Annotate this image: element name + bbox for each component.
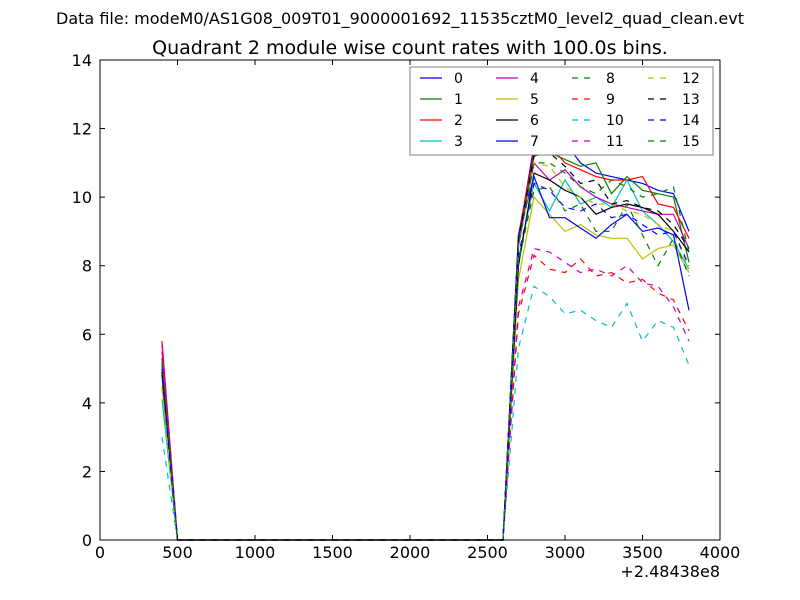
series-line-3 bbox=[161, 178, 690, 541]
series-line-13 bbox=[161, 151, 690, 541]
series-line-14 bbox=[161, 182, 690, 541]
series-line-8 bbox=[161, 186, 690, 541]
series-line-15 bbox=[161, 162, 690, 541]
y-tick-label: 10 bbox=[72, 188, 92, 207]
series-line-9 bbox=[161, 254, 690, 541]
series-line-5 bbox=[161, 195, 690, 541]
legend-label-9: 9 bbox=[606, 92, 615, 108]
legend-label-10: 10 bbox=[606, 113, 624, 129]
series-line-4 bbox=[161, 161, 690, 541]
y-tick-label: 6 bbox=[82, 325, 92, 344]
legend-label-6: 6 bbox=[530, 113, 539, 129]
suptitle: Data file: modeM0/AS1G08_009T01_90000016… bbox=[56, 9, 744, 29]
x-tick-label: 4000 bbox=[700, 543, 741, 562]
y-tick-label: 4 bbox=[82, 394, 92, 413]
x-tick-label: 3000 bbox=[545, 543, 586, 562]
y-tick-label: 2 bbox=[82, 462, 92, 481]
series-line-11 bbox=[161, 247, 690, 541]
x-tick-label: 1000 bbox=[235, 543, 276, 562]
series-layer bbox=[161, 127, 690, 541]
legend-label-0: 0 bbox=[454, 71, 463, 87]
y-tick-label: 12 bbox=[72, 120, 92, 139]
legend-label-12: 12 bbox=[682, 71, 700, 87]
legend-label-15: 15 bbox=[682, 134, 700, 150]
series-line-1 bbox=[161, 151, 690, 541]
series-line-7 bbox=[161, 174, 690, 541]
legend-label-5: 5 bbox=[530, 92, 539, 108]
series-line-6 bbox=[161, 172, 690, 541]
legend-label-3: 3 bbox=[454, 134, 463, 150]
series-line-12 bbox=[161, 162, 690, 541]
x-offset-label: +2.48438e8 bbox=[620, 562, 720, 581]
legend-label-1: 1 bbox=[454, 92, 463, 108]
y-tick-label: 14 bbox=[72, 51, 92, 70]
x-tick-label: 2500 bbox=[467, 543, 508, 562]
x-tick-label: 3500 bbox=[622, 543, 663, 562]
axis-ticks: 0 500 1000 1500 2000 2500 3000 3500 400002468101… bbox=[72, 51, 741, 562]
chart-title: Quadrant 2 module wise count rates with … bbox=[152, 37, 668, 59]
x-tick-label: 2000 bbox=[390, 543, 431, 562]
legend-label-13: 13 bbox=[682, 92, 700, 108]
x-tick-label: 0 bbox=[95, 543, 105, 562]
legend-label-8: 8 bbox=[606, 71, 615, 87]
legend-label-4: 4 bbox=[530, 71, 539, 87]
legend-label-14: 14 bbox=[682, 113, 700, 129]
legend-label-2: 2 bbox=[454, 113, 463, 129]
legend-label-7: 7 bbox=[530, 134, 539, 150]
y-tick-label: 8 bbox=[82, 257, 92, 276]
x-tick-label: 500 bbox=[162, 543, 193, 562]
legend-label-11: 11 bbox=[606, 134, 624, 150]
series-line-10 bbox=[161, 285, 690, 541]
series-line-2 bbox=[161, 144, 690, 541]
legend-box bbox=[409, 66, 714, 156]
x-tick-label: 1500 bbox=[312, 543, 353, 562]
y-tick-label: 0 bbox=[82, 531, 92, 550]
